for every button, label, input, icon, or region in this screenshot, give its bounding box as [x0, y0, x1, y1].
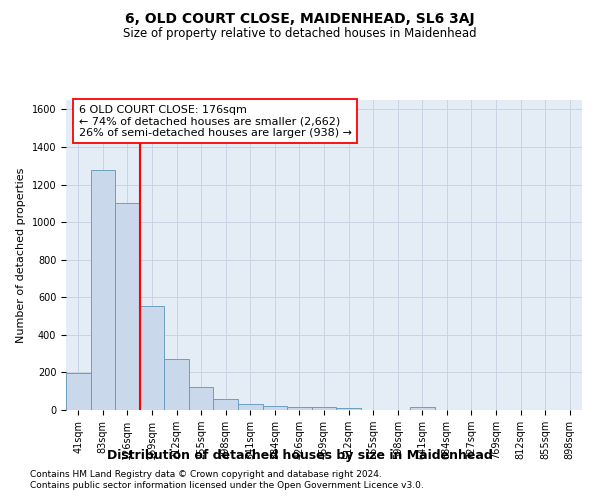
- Bar: [140, 306, 164, 410]
- Text: 6, OLD COURT CLOSE, MAIDENHEAD, SL6 3AJ: 6, OLD COURT CLOSE, MAIDENHEAD, SL6 3AJ: [125, 12, 475, 26]
- Text: Distribution of detached houses by size in Maidenhead: Distribution of detached houses by size …: [107, 448, 493, 462]
- Bar: [238, 404, 263, 410]
- Text: Contains public sector information licensed under the Open Government Licence v3: Contains public sector information licen…: [30, 481, 424, 490]
- Bar: [263, 406, 287, 410]
- Bar: [189, 386, 214, 410]
- Bar: [66, 374, 91, 410]
- Text: Contains HM Land Registry data © Crown copyright and database right 2024.: Contains HM Land Registry data © Crown c…: [30, 470, 382, 479]
- Bar: [410, 406, 434, 410]
- Bar: [214, 399, 238, 410]
- Text: Size of property relative to detached houses in Maidenhead: Size of property relative to detached ho…: [123, 28, 477, 40]
- Y-axis label: Number of detached properties: Number of detached properties: [16, 168, 26, 342]
- Text: 6 OLD COURT CLOSE: 176sqm
← 74% of detached houses are smaller (2,662)
26% of se: 6 OLD COURT CLOSE: 176sqm ← 74% of detac…: [79, 104, 352, 138]
- Bar: [164, 360, 189, 410]
- Bar: [336, 408, 361, 410]
- Bar: [287, 407, 312, 410]
- Bar: [115, 204, 140, 410]
- Bar: [312, 408, 336, 410]
- Bar: [91, 170, 115, 410]
